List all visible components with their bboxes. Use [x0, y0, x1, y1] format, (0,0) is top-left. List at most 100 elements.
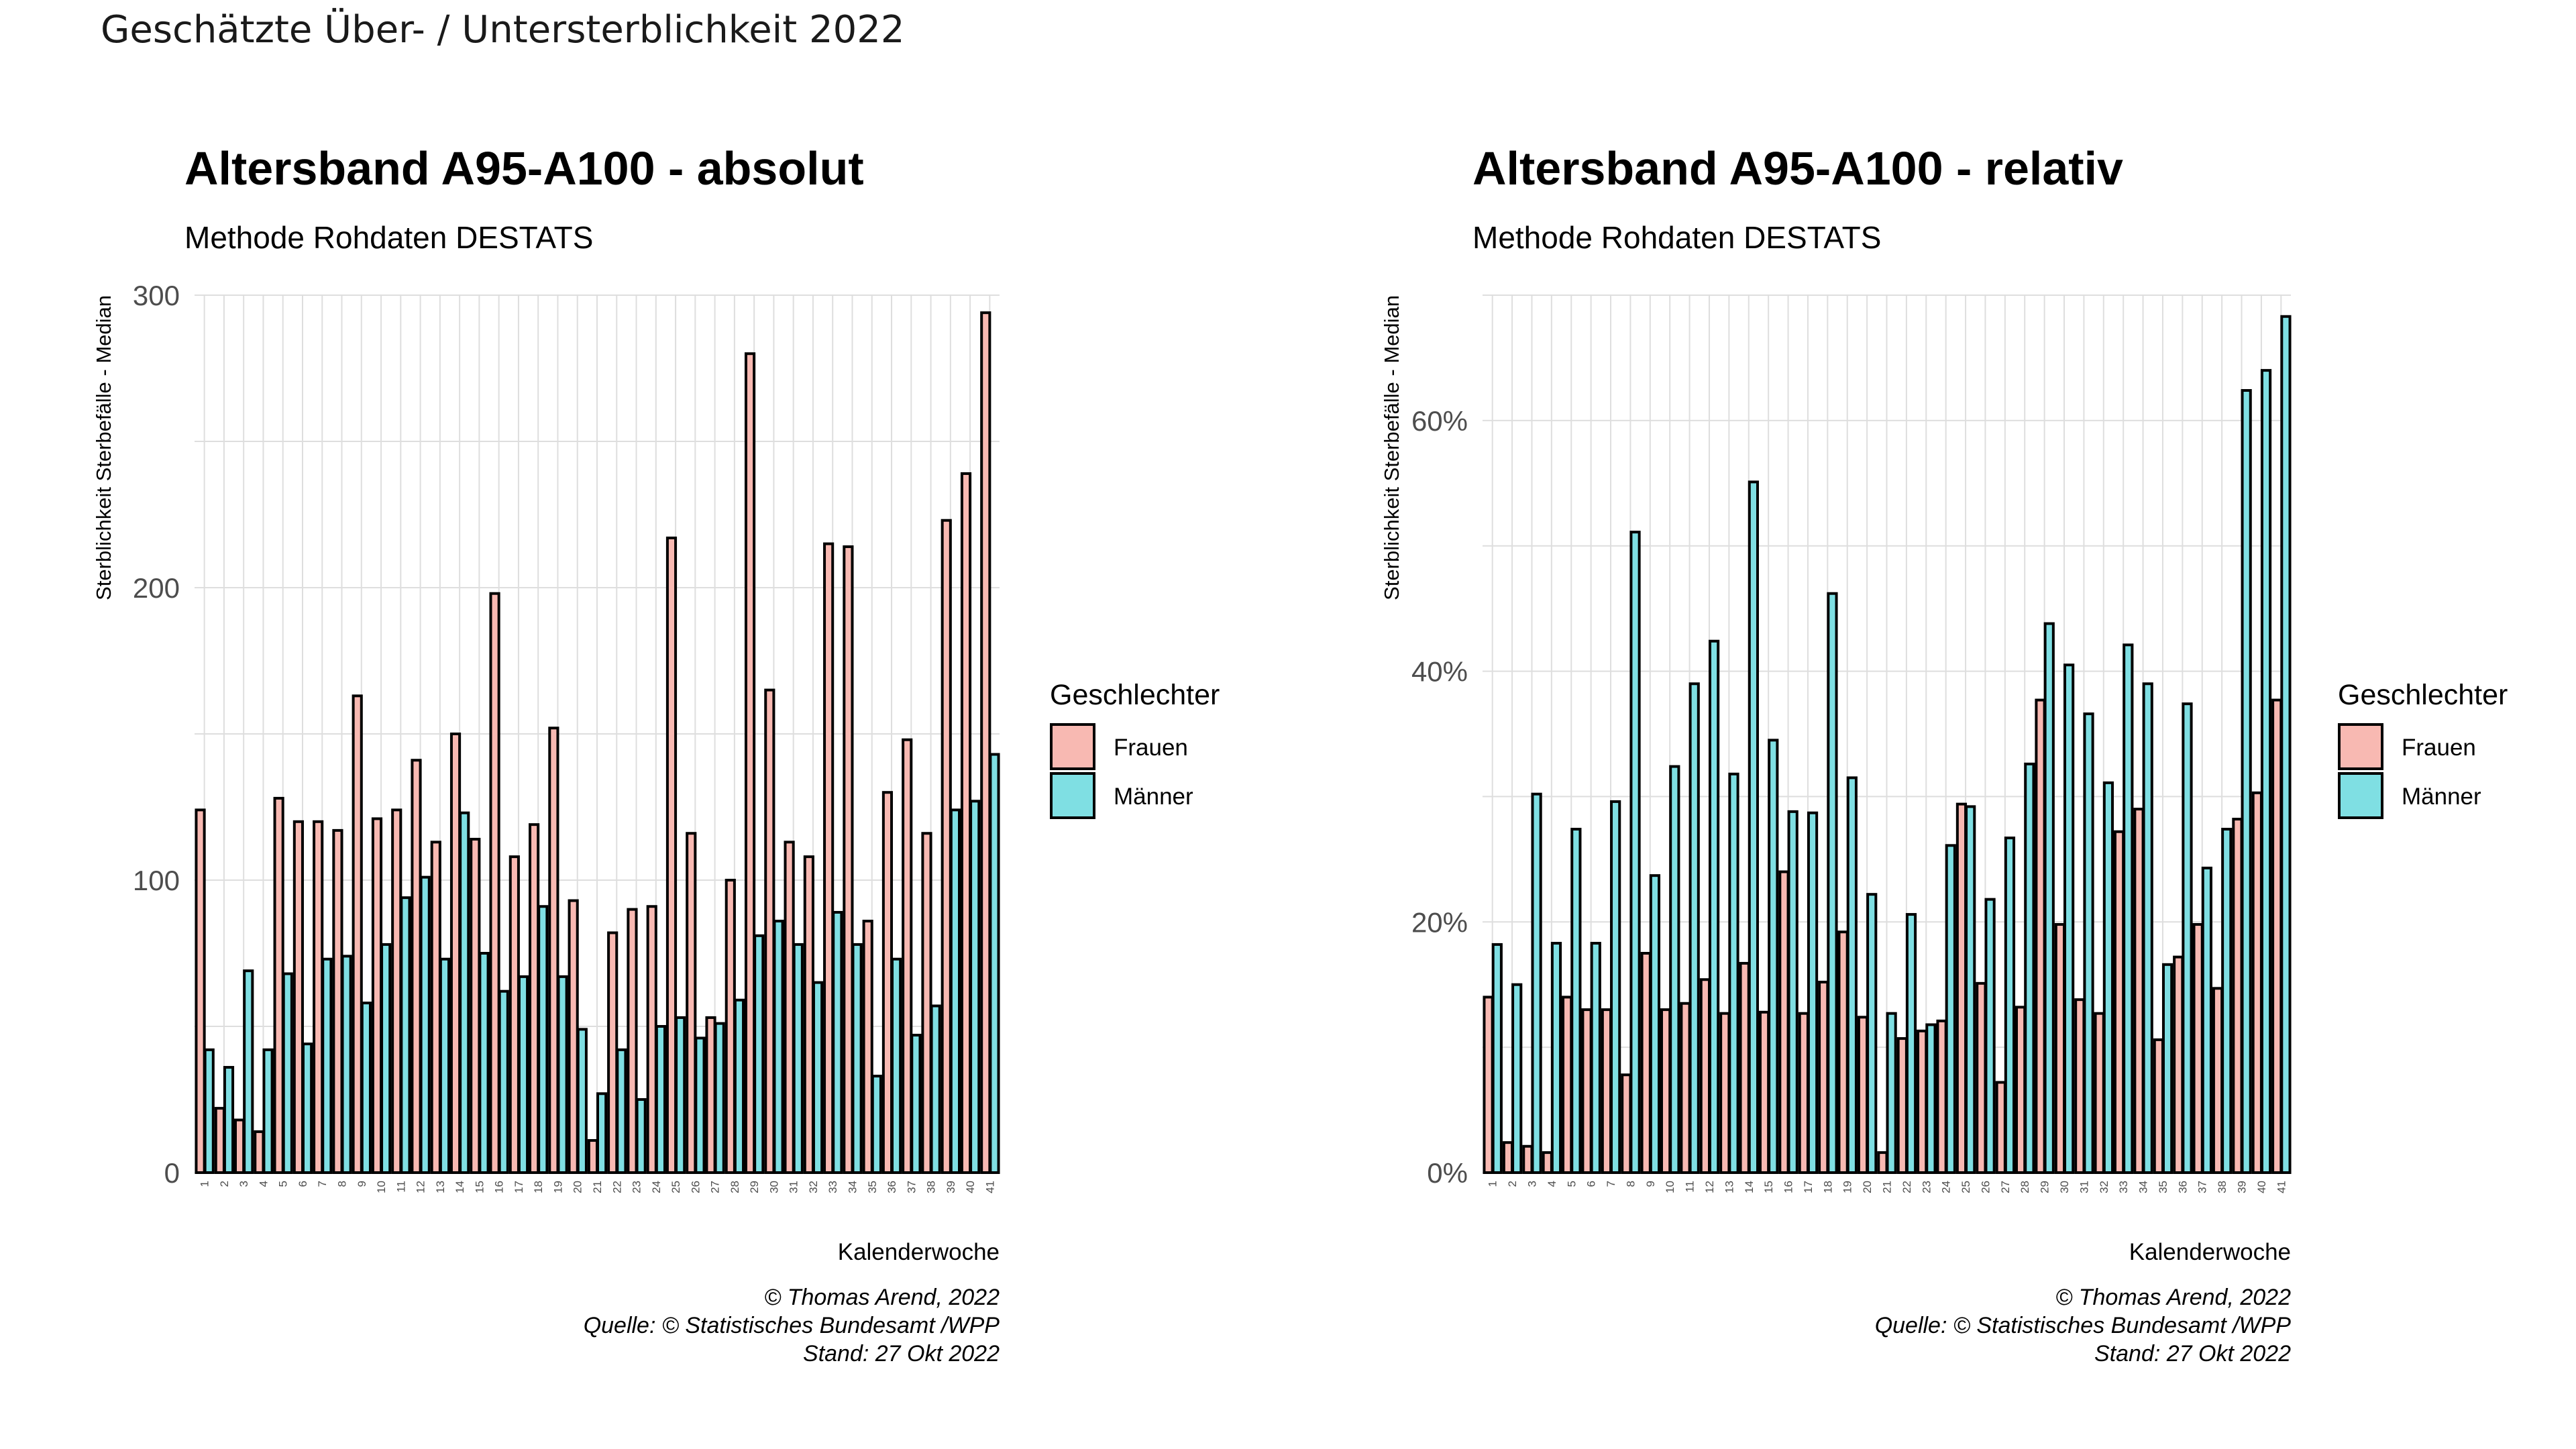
x-tick-label: 24 [650, 1181, 663, 1193]
bar-maenner-kw28 [733, 998, 745, 1174]
legend-label: Männer [2402, 784, 2481, 810]
bar-maenner-kw2 [1511, 983, 1523, 1174]
bar-frauen-kw3 [1522, 1144, 1534, 1175]
bar-frauen-kw18 [1818, 980, 1829, 1175]
legend-key-maenner [2338, 772, 2383, 819]
bar-frauen-kw35 [2153, 1038, 2164, 1174]
bar-frauen-kw3 [234, 1118, 246, 1175]
bar-frauen-kw36 [2173, 955, 2184, 1174]
x-tick-label: 20 [1861, 1181, 1874, 1193]
bar-frauen-kw30 [2054, 923, 2066, 1174]
y-tick-label: 0 [164, 1157, 180, 1189]
bar-maenner-kw23 [1925, 1023, 1937, 1174]
x-tick-label: 3 [237, 1181, 250, 1187]
legend: Geschlechter Frauen Männer [2338, 679, 2508, 819]
bar-maenner-kw23 [635, 1098, 647, 1174]
x-tick-label: 20 [572, 1181, 584, 1193]
bar-frauen-kw22 [1896, 1037, 1908, 1175]
bars [195, 311, 1000, 1175]
legend-title: Geschlechter [1050, 679, 1220, 711]
x-tick-label: 8 [336, 1181, 349, 1187]
bar-maenner-kw14 [1748, 480, 1759, 1174]
x-tick-label: 37 [905, 1181, 918, 1193]
x-tick-label: 30 [767, 1181, 780, 1193]
x-tick-label: 6 [297, 1181, 309, 1187]
legend-label: Männer [1114, 784, 1193, 810]
bar-frauen-kw40 [2251, 791, 2263, 1174]
legend-key-maenner [1050, 772, 1095, 819]
bar-frauen-kw27 [705, 1016, 716, 1175]
chart-title: Altersband A95-A100 - absolut [184, 142, 864, 195]
x-tick-label: 10 [375, 1181, 388, 1193]
bar-frauen-kw5 [273, 796, 284, 1175]
bar-maenner-kw39 [949, 808, 961, 1174]
legend: Geschlechter Frauen Männer [1050, 679, 1220, 819]
bar-maenner-kw17 [1807, 811, 1819, 1174]
bar-maenner-kw32 [2102, 781, 2114, 1174]
bar-frauen-kw21 [1877, 1151, 1888, 1175]
bar-frauen-kw37 [902, 738, 913, 1174]
x-tick-label: 35 [866, 1181, 879, 1193]
x-tick-label: 31 [2078, 1181, 2090, 1193]
bar-maenner-kw16 [1787, 810, 1799, 1174]
x-tick-label: 34 [2137, 1181, 2150, 1193]
bar-maenner-kw39 [2241, 389, 2252, 1174]
x-tick-label: 3 [1525, 1181, 1538, 1187]
x-tick-label: 2 [1506, 1181, 1519, 1187]
bar-frauen-kw6 [292, 820, 304, 1175]
bar-frauen-kw9 [1640, 952, 1652, 1174]
bar-maenner-kw36 [2182, 702, 2193, 1174]
bar-maenner-kw1 [203, 1048, 215, 1174]
bar-frauen-kw18 [529, 823, 540, 1175]
bar-maenner-kw38 [930, 1004, 941, 1174]
x-tick-label: 22 [610, 1181, 623, 1193]
x-tick-label: 7 [1605, 1181, 1617, 1187]
bar-frauen-kw13 [1719, 1012, 1731, 1174]
bar-frauen-kw8 [1621, 1073, 1632, 1175]
caption-line: © Thomas Arend, 2022 [2055, 1285, 2291, 1310]
bar-frauen-kw34 [2133, 808, 2145, 1174]
bar-frauen-kw34 [843, 545, 854, 1174]
bar-frauen-kw7 [1601, 1008, 1613, 1174]
x-tick-label: 37 [2196, 1181, 2209, 1193]
bar-maenner-kw10 [1669, 765, 1680, 1174]
x-tick-label: 16 [1782, 1181, 1795, 1193]
x-tick-label: 19 [551, 1181, 564, 1193]
x-tick-label: 38 [2216, 1181, 2229, 1193]
bar-frauen-kw19 [1837, 930, 1849, 1174]
y-tick-label: 300 [133, 280, 180, 311]
bar-maenner-kw16 [498, 989, 509, 1175]
bar-maenner-kw24 [655, 1025, 666, 1174]
bar-maenner-kw29 [2043, 622, 2055, 1174]
bar-frauen-kw4 [254, 1130, 265, 1174]
bar-frauen-kw33 [2113, 830, 2125, 1174]
y-tick-label: 40% [1411, 656, 1468, 688]
bar-frauen-kw29 [744, 352, 756, 1175]
bar-frauen-kw28 [724, 879, 736, 1174]
bar-maenner-kw26 [694, 1036, 706, 1174]
bar-maenner-kw35 [2161, 963, 2174, 1174]
bar-frauen-kw38 [921, 832, 932, 1174]
x-tick-label: 39 [945, 1181, 957, 1193]
bar-maenner-kw25 [675, 1016, 686, 1175]
legend-key-frauen [2338, 723, 2383, 770]
bar-maenner-kw15 [478, 952, 490, 1174]
x-tick-label: 22 [1900, 1181, 1913, 1193]
x-tick-label: 40 [2255, 1181, 2268, 1193]
x-tick-label: 16 [493, 1181, 506, 1193]
x-tick-label: 26 [689, 1181, 702, 1193]
bar-frauen-kw16 [489, 592, 500, 1174]
bar-maenner-kw31 [792, 943, 804, 1175]
bar-maenner-kw22 [1905, 913, 1917, 1175]
bar-maenner-kw9 [1649, 874, 1661, 1174]
bar-frauen-kw39 [941, 519, 952, 1174]
x-tick-labels: 1 2 3 4 5 6 7 8 9 10 11 12 13 14 15 16 17 18 19 20 21 22 23 24 2… [1487, 1181, 2288, 1193]
bar-maenner-kw10 [380, 943, 392, 1175]
y-tick-label: 20% [1411, 906, 1468, 938]
bar-frauen-kw26 [686, 832, 697, 1174]
x-tick-label: 41 [2275, 1181, 2288, 1193]
x-tick-label: 13 [1723, 1181, 1735, 1193]
bar-maenner-kw2 [223, 1066, 235, 1175]
x-tick-label: 1 [1487, 1181, 1499, 1187]
